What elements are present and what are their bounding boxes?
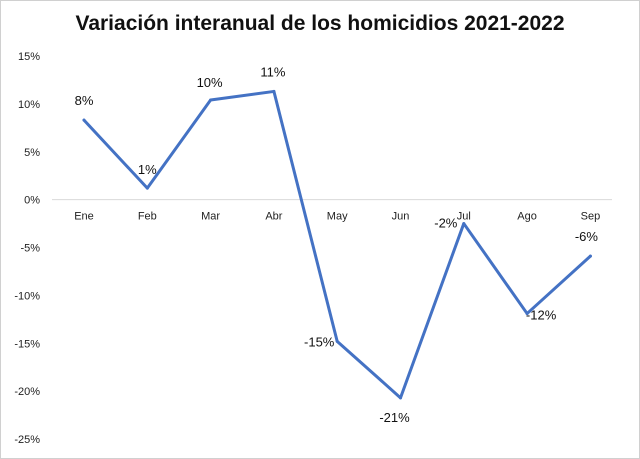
data-label: 11% [260,64,285,79]
data-point [525,312,529,316]
x-tick-label: Ene [74,211,94,223]
chart-title: Variación interanual de los homicidios 2… [75,12,565,35]
data-point [82,118,86,122]
series-line [82,89,592,400]
y-tick-label: -10% [14,290,40,302]
x-tick-label: Feb [138,211,157,223]
y-tick-label: -25% [14,434,40,446]
data-label: 1% [138,162,157,177]
data-point [272,89,276,93]
y-tick-label: 5% [24,147,40,159]
data-label: -15% [304,334,335,349]
data-label: -6% [575,229,599,244]
y-tick-label: -20% [14,386,40,398]
data-label: -2% [434,216,458,231]
data-point [209,98,213,102]
x-tick-label: Abr [265,211,282,223]
data-label: -12% [526,308,557,323]
data-point [399,396,402,400]
data-point [462,222,466,226]
data-label: -21% [379,410,410,425]
y-tick-label: -15% [14,338,40,350]
y-tick-label: 10% [18,99,40,111]
y-tick-label: 15% [18,51,40,63]
data-point [588,254,592,258]
x-tick-label: Jul [457,211,471,223]
data-label: 10% [197,75,223,90]
data-point [145,186,149,190]
x-tick-label: Jun [392,211,410,223]
data-point [335,339,339,343]
x-tick-label: Sep [581,211,601,223]
y-tick-label: 0% [24,195,40,207]
x-tick-label: Ago [517,211,537,223]
x-tick-label: May [327,211,348,223]
y-tick-label: -5% [20,243,40,255]
data-label: 8% [75,93,94,108]
x-tick-label: Mar [201,211,220,223]
